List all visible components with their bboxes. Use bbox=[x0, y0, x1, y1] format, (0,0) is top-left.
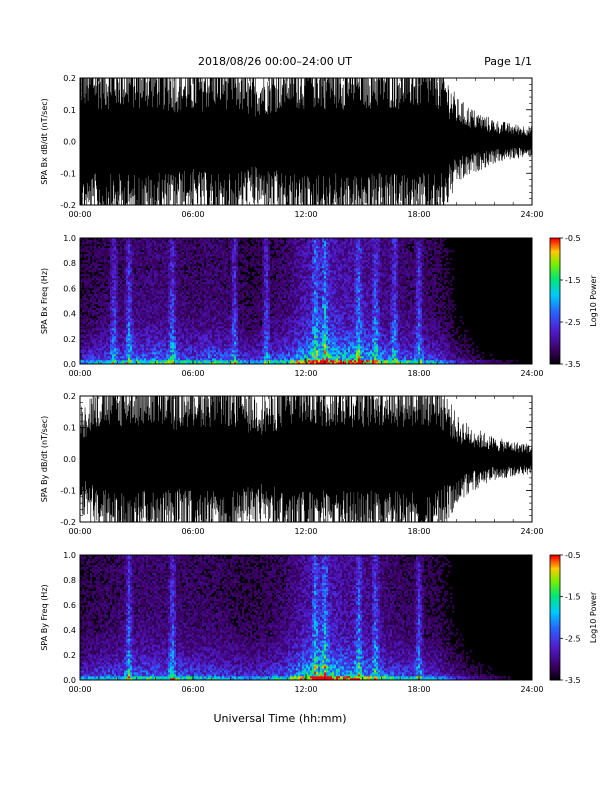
y-tick-label: 0.0 bbox=[63, 455, 76, 464]
x-tick-label: 06:00 bbox=[181, 210, 204, 219]
x-tick-label: 24:00 bbox=[520, 369, 543, 378]
y-axis-label: SPA By Freq (Hz) bbox=[40, 584, 49, 650]
y-tick-label: 0.0 bbox=[63, 360, 76, 369]
x-tick-label: 12:00 bbox=[294, 685, 317, 694]
y-tick-label: 0.2 bbox=[63, 74, 76, 83]
colorbar-tick-label: -2.5 bbox=[565, 318, 581, 327]
colorbar-tick-label: -2.5 bbox=[565, 634, 581, 643]
y-tick-label: 1.0 bbox=[63, 551, 76, 560]
y-tick-label: 0.1 bbox=[63, 424, 76, 433]
x-tick-label: 18:00 bbox=[407, 210, 430, 219]
x-tick-label: 00:00 bbox=[68, 369, 91, 378]
x-axis-label: Universal Time (hh:mm) bbox=[214, 712, 347, 725]
colorbar-tick-label: -0.5 bbox=[565, 234, 581, 243]
x-tick-label: 12:00 bbox=[294, 527, 317, 536]
x-tick-label: 00:00 bbox=[68, 685, 91, 694]
colorbar-tick-label: -1.5 bbox=[565, 276, 581, 285]
y-axis-label: SPA Bx Freq (Hz) bbox=[40, 268, 49, 334]
x-tick-label: 06:00 bbox=[181, 369, 204, 378]
y-tick-label: 0.8 bbox=[63, 259, 76, 268]
y-tick-label: 0.2 bbox=[63, 392, 76, 401]
panel-3: -0.2 -0.1 0.0 0.1 0.2 00:00 06:00 12:00 18:00 24:… bbox=[40, 392, 544, 536]
y-tick-label: 0.4 bbox=[63, 310, 76, 319]
y-tick-label: 1.0 bbox=[63, 234, 76, 243]
y-tick-label: 0.6 bbox=[63, 601, 76, 610]
colorbar: -0.5 -1.5 -2.5 -3.5 Log10 Power bbox=[549, 234, 598, 369]
x-tick-label: 12:00 bbox=[294, 210, 317, 219]
x-tick-label: 06:00 bbox=[181, 685, 204, 694]
y-tick-label: 0.6 bbox=[63, 284, 76, 293]
spectrogram-image bbox=[80, 555, 532, 680]
colorbar-label: Log10 Power bbox=[589, 275, 598, 327]
panel-4: -0.5 -1.5 -2.5 -3.5 Log10 Power 0.0 0.2 0.4 0.6 0… bbox=[40, 551, 598, 694]
x-tick-label: 00:00 bbox=[68, 210, 91, 219]
panel-1: -0.2 -0.1 0.0 0.1 0.2 00:00 06:00 12:00 18:00 24:… bbox=[40, 74, 544, 219]
panel-2: -0.5 -1.5 -2.5 -3.5 Log10 Power 0.0 0.2 0.4 0.6 0… bbox=[40, 234, 598, 378]
x-tick-label: 24:00 bbox=[520, 527, 543, 536]
x-tick-label: 18:00 bbox=[407, 369, 430, 378]
y-tick-label: -0.1 bbox=[60, 487, 76, 496]
y-tick-label: 0.8 bbox=[63, 576, 76, 585]
x-tick-label: 18:00 bbox=[407, 527, 430, 536]
colorbar-tick-label: -3.5 bbox=[565, 360, 581, 369]
y-axis-label: SPA By dB/dt (nT/sec) bbox=[40, 416, 49, 503]
x-tick-label: 00:00 bbox=[68, 527, 91, 536]
x-tick-label: 12:00 bbox=[294, 369, 317, 378]
y-tick-label: 0.4 bbox=[63, 626, 76, 635]
x-tick-label: 18:00 bbox=[407, 685, 430, 694]
y-tick-label: 0.1 bbox=[63, 106, 76, 115]
y-axis-label: SPA Bx dB/dt (nT/sec) bbox=[40, 98, 49, 185]
y-tick-label: -0.2 bbox=[60, 201, 76, 210]
y-tick-label: 0.0 bbox=[63, 676, 76, 685]
spectrogram-image bbox=[80, 238, 532, 364]
panels: -0.2 -0.1 0.0 0.1 0.2 00:00 06:00 12:00 18:00 24:… bbox=[40, 74, 598, 694]
colorbar-tick-label: -0.5 bbox=[565, 551, 581, 560]
colorbar-tick-label: -1.5 bbox=[565, 593, 581, 602]
waveform-series bbox=[80, 396, 532, 522]
x-tick-label: 24:00 bbox=[520, 685, 543, 694]
y-tick-label: 0.2 bbox=[63, 651, 76, 660]
x-tick-label: 24:00 bbox=[520, 210, 543, 219]
page-number: Page 1/1 bbox=[484, 55, 532, 68]
x-tick-label: 06:00 bbox=[181, 527, 204, 536]
y-tick-label: -0.2 bbox=[60, 518, 76, 527]
y-tick-label: 0.2 bbox=[63, 335, 76, 344]
y-tick-label: -0.1 bbox=[60, 169, 76, 178]
colorbar-tick-label: -3.5 bbox=[565, 676, 581, 685]
waveform-series bbox=[80, 78, 532, 205]
y-tick-label: 0.0 bbox=[63, 138, 76, 147]
colorbar-label: Log10 Power bbox=[589, 591, 598, 643]
figure-title: 2018/08/26 00:00–24:00 UT bbox=[198, 55, 352, 68]
colorbar: -0.5 -1.5 -2.5 -3.5 Log10 Power bbox=[549, 551, 598, 685]
